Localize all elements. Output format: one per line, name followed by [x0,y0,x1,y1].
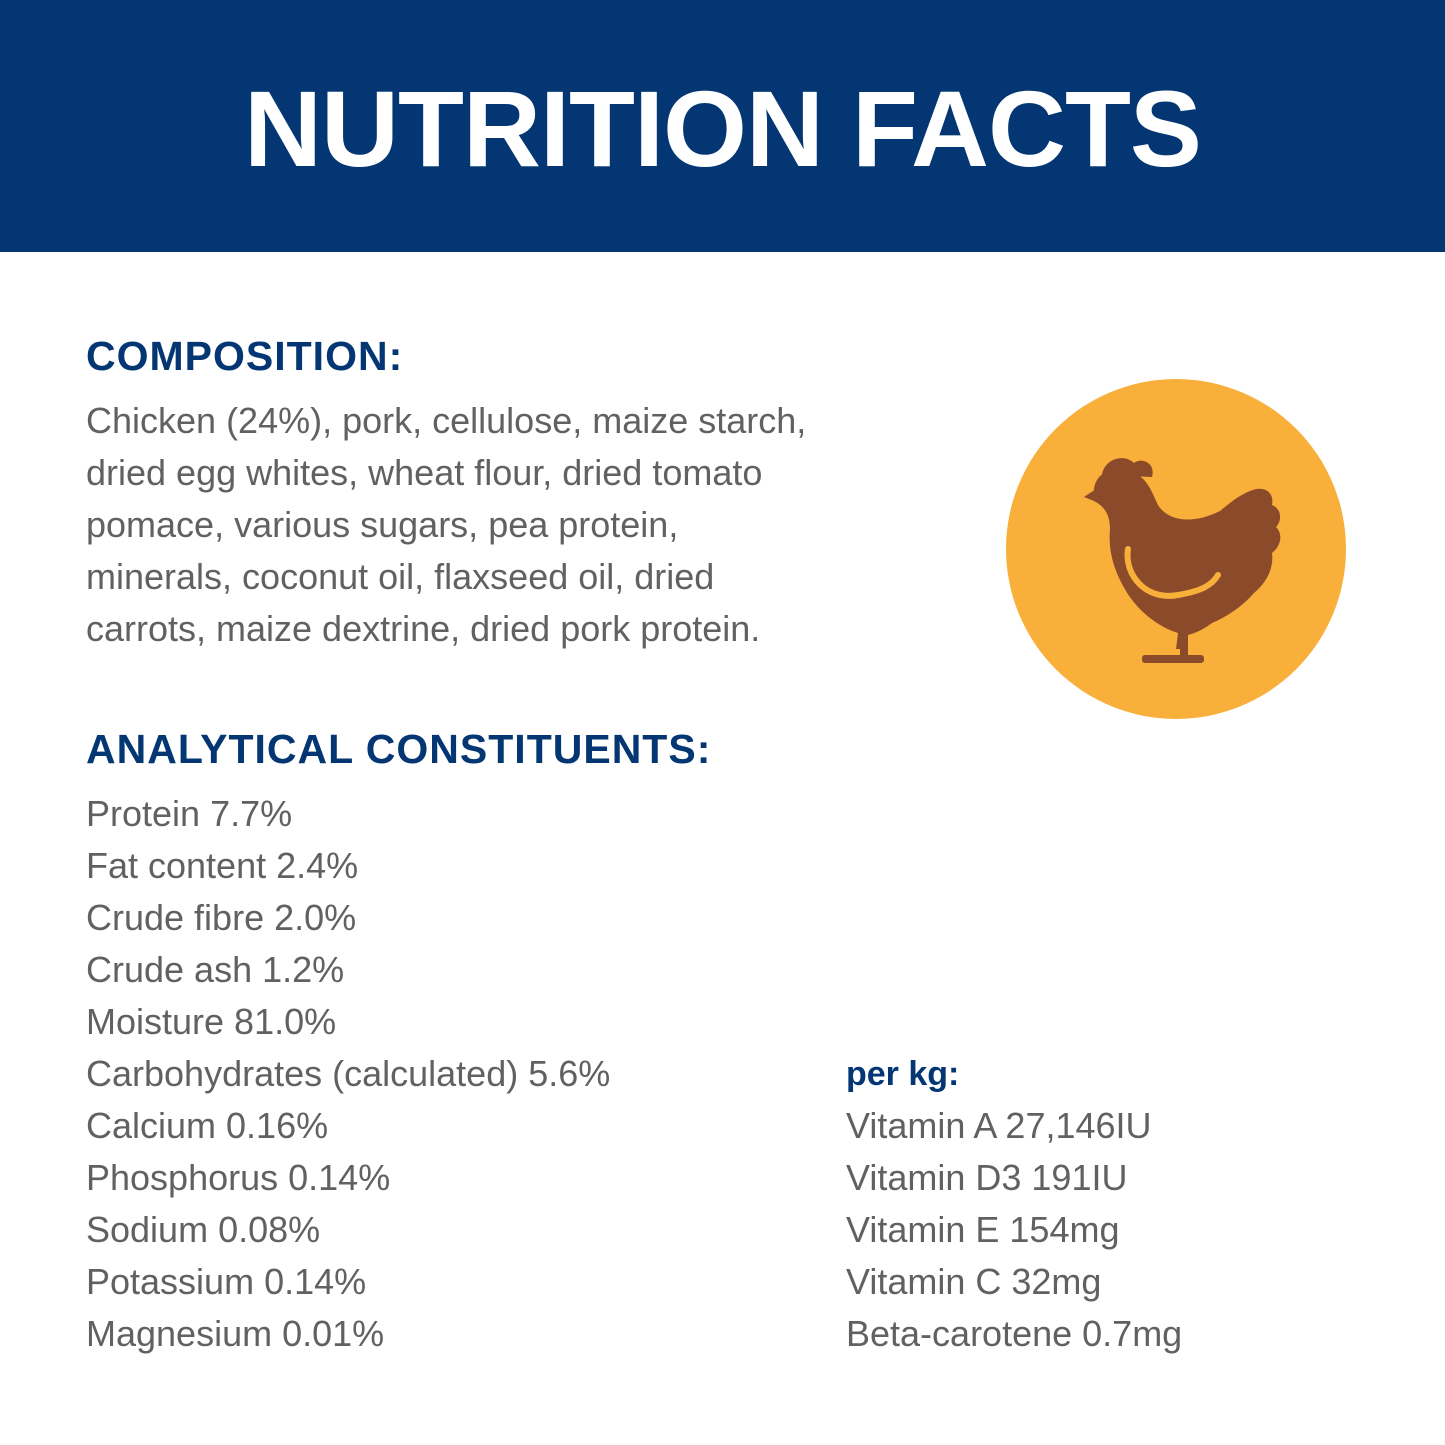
header-banner: NUTRITION FACTS [0,0,1445,252]
chicken-wing [1124,546,1221,599]
chicken-silhouette [1084,458,1281,663]
list-item: Magnesium 0.01% [86,1313,385,1354]
list-item: Vitamin D3 191IU [846,1157,1128,1198]
list-item: Beta-carotene 0.7mg [846,1313,1183,1354]
list-item: Crude ash 1.2% [86,949,345,990]
list-item: Potassium 0.14% [86,1261,367,1302]
page-title: NUTRITION FACTS [244,68,1202,189]
composition-line: minerals, coconut oil, flaxseed oil, dri… [86,556,715,597]
analytical-list: Protein 7.7% Fat content 2.4% Crude fibr… [86,788,610,1360]
composition-line: Chicken (24%), pork, cellulose, maize st… [86,400,807,441]
composition-heading: COMPOSITION: [86,333,404,379]
composition-line: carrots, maize dextrine, dried pork prot… [86,608,761,649]
vitamins-block: per kg: Vitamin A 27,146IU Vitamin D3 19… [846,1048,1182,1360]
list-item: Carbohydrates (calculated) 5.6% [86,1053,611,1094]
list-item: Phosphorus 0.14% [86,1157,391,1198]
list-item: Fat content 2.4% [86,845,359,886]
vitamins-list: Vitamin A 27,146IU Vitamin D3 191IU Vita… [846,1100,1182,1360]
composition-line: dried egg whites, wheat flour, dried tom… [86,452,763,493]
chicken-badge [1006,379,1346,719]
list-item: Vitamin C 32mg [846,1261,1102,1302]
per-kg-heading: per kg: [846,1055,960,1093]
list-item: Protein 7.7% [86,793,293,834]
chicken-icon [1006,379,1346,719]
composition-text: Chicken (24%), pork, cellulose, maize st… [86,395,946,655]
composition-line: pomace, various sugars, pea protein, [86,504,679,545]
list-item: Sodium 0.08% [86,1209,321,1250]
list-item: Calcium 0.16% [86,1105,329,1146]
list-item: Crude fibre 2.0% [86,897,357,938]
list-item: Vitamin A 27,146IU [846,1105,1152,1146]
analytical-heading: ANALYTICAL CONSTITUENTS: [86,726,712,772]
list-item: Moisture 81.0% [86,1001,337,1042]
list-item: Vitamin E 154mg [846,1209,1120,1250]
